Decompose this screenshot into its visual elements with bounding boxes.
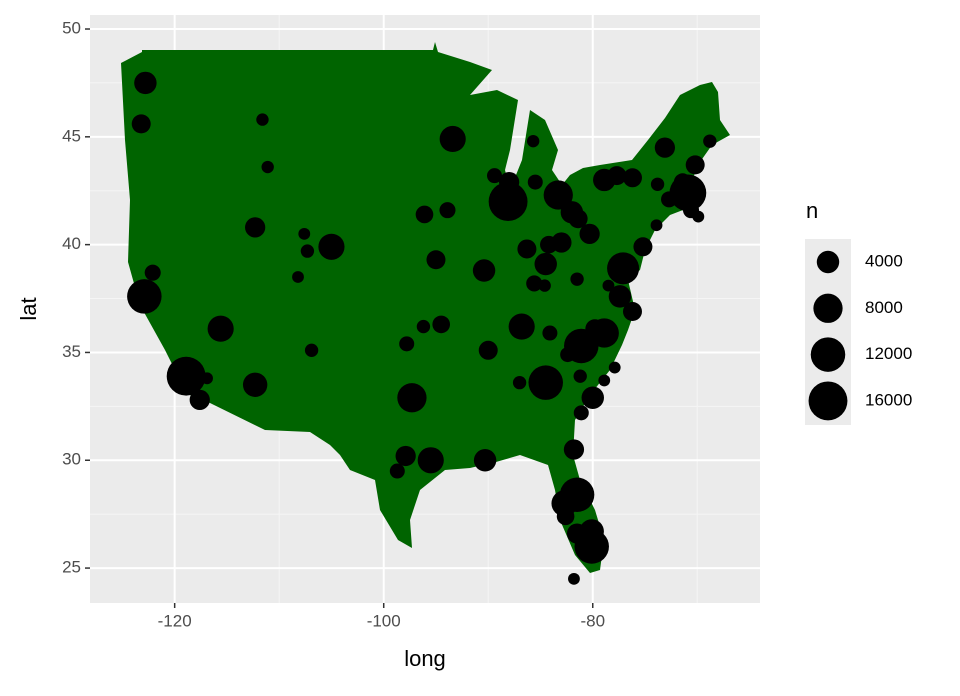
point [256,113,269,126]
point [650,219,663,232]
y-axis-title: lat [16,297,41,320]
point [292,271,304,283]
point [417,447,444,474]
point [416,319,431,334]
point [517,239,537,259]
point [543,180,573,210]
point [415,205,434,224]
point [560,347,576,363]
point [389,463,405,479]
point [650,177,665,191]
legend: 4000 8000 12000 16000 [808,250,912,421]
point [526,275,543,292]
y-tick-label: 35 [62,342,81,361]
legend-key [808,381,848,421]
x-tick-label: -120 [158,611,192,630]
legend-key [813,293,843,323]
point [526,134,540,148]
point [245,217,266,238]
points [127,71,717,585]
point [581,386,604,409]
point [534,252,557,276]
point [261,160,274,174]
y-tick-label: 45 [62,126,81,145]
point [528,365,563,400]
point [633,237,653,257]
point [527,174,543,190]
legend-key [816,250,840,274]
point [166,356,206,396]
point [127,279,162,314]
legend-key [810,337,846,372]
point [242,372,268,397]
point [622,168,642,188]
point [478,340,498,360]
y-tick-label: 25 [62,558,81,577]
point [598,374,611,387]
legend-label: 12000 [865,344,912,363]
point [432,315,451,334]
point [608,361,621,374]
us-map [121,42,730,573]
point [542,325,558,341]
point [298,227,311,240]
point [538,279,551,292]
point [304,343,319,357]
point [685,155,705,175]
point [399,336,415,352]
point [579,223,600,244]
point [439,202,456,219]
point [573,369,587,383]
point [574,529,609,564]
x-tick-label: -100 [367,611,401,630]
point [300,244,315,258]
point [703,134,717,148]
point [473,449,497,472]
point [570,272,584,286]
point [622,301,642,321]
y-tick-label: 50 [62,18,81,37]
x-tick-label: -80 [580,611,605,630]
point [654,137,676,158]
point [573,405,589,421]
point [134,71,157,95]
point [508,313,535,340]
point [439,125,466,153]
point [487,168,503,184]
x-axis-title: long [404,646,446,671]
point [673,173,692,191]
point [131,114,151,134]
point [568,209,588,229]
legend-label: 8000 [865,298,903,317]
point [551,232,572,253]
point [207,315,234,342]
legend-title: n [806,198,818,223]
point [556,507,575,526]
legend-label: 16000 [865,390,912,409]
point [602,279,615,292]
point [608,285,632,308]
point [189,389,210,411]
point [568,572,580,585]
point [512,375,527,390]
point [488,182,528,221]
point [397,383,427,413]
point [472,259,496,282]
legend-label: 4000 [865,251,903,270]
point [201,372,213,385]
y-tick-label: 40 [62,234,81,253]
point [563,439,585,460]
point [607,252,640,285]
y-tick-label: 30 [62,450,81,469]
point [585,319,605,339]
point [426,250,446,270]
point [395,445,416,467]
point [318,233,345,260]
point [692,210,705,223]
point [144,264,161,281]
point [607,166,627,186]
